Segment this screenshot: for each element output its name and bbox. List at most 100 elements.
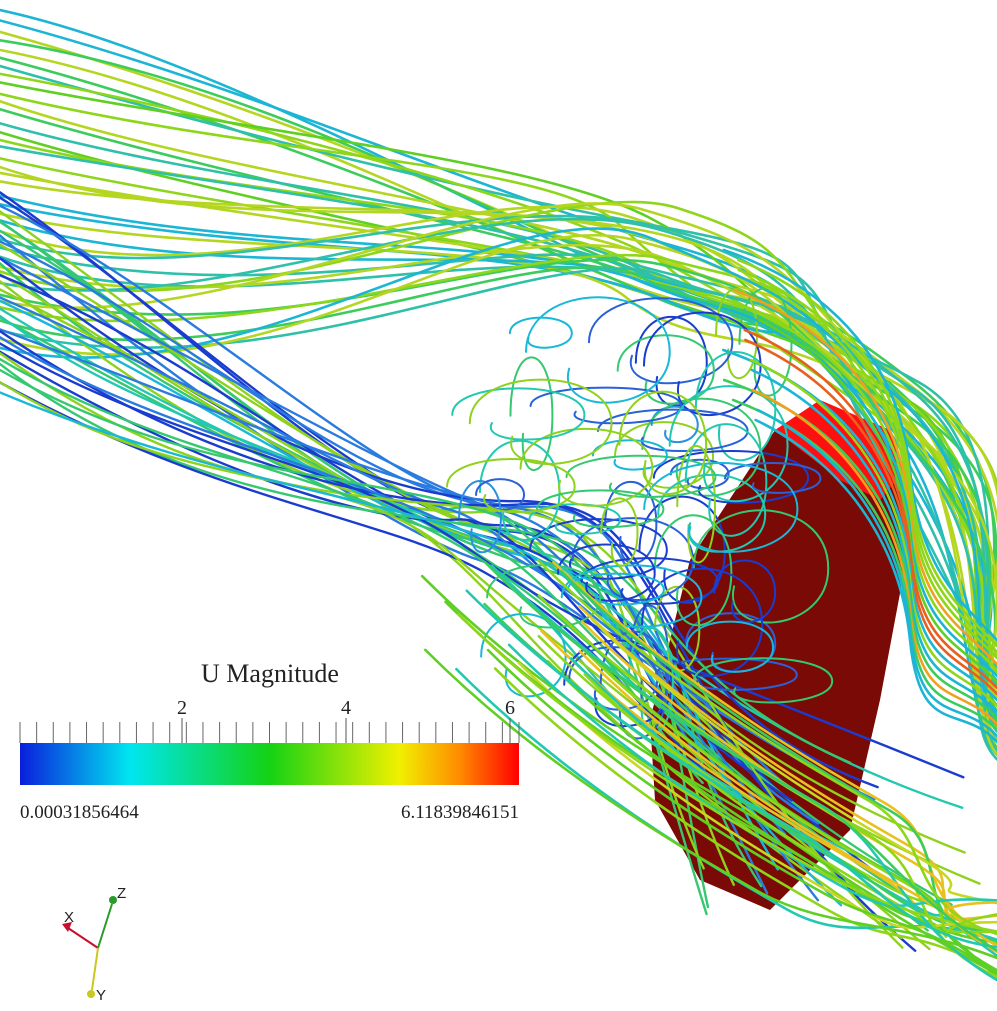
streamline bbox=[750, 278, 997, 660]
streamline bbox=[692, 657, 834, 704]
streamline bbox=[577, 643, 997, 934]
streamline bbox=[0, 362, 852, 765]
streamline bbox=[0, 381, 931, 951]
streamline bbox=[643, 462, 799, 553]
streamline bbox=[614, 421, 715, 489]
streamline bbox=[0, 316, 911, 900]
streamline bbox=[731, 398, 997, 732]
streamline bbox=[743, 328, 997, 690]
streamline bbox=[444, 600, 997, 976]
x-axis-line bbox=[67, 927, 99, 949]
streamline bbox=[465, 589, 997, 949]
streamline bbox=[0, 202, 997, 742]
scalar-bar-ticks bbox=[19, 718, 520, 765]
streamline bbox=[0, 234, 876, 801]
streamline bbox=[446, 458, 576, 514]
streamline bbox=[737, 268, 997, 654]
streamline bbox=[737, 258, 997, 648]
streamline bbox=[0, 272, 981, 885]
scalar-bar: U Magnitude 2 4 6 0.00031856464 6.118398… bbox=[19, 659, 520, 823]
streamline bbox=[732, 288, 997, 666]
scalar-bar-gradient bbox=[20, 743, 519, 785]
streamline bbox=[468, 378, 613, 465]
streamline bbox=[0, 180, 997, 694]
streamline bbox=[713, 559, 777, 624]
streamline bbox=[641, 567, 764, 678]
streamline bbox=[552, 560, 997, 946]
streamline bbox=[757, 318, 997, 684]
scalar-bar-tick-label-4: 4 bbox=[341, 697, 351, 719]
streamline bbox=[578, 650, 997, 915]
streamline bbox=[451, 387, 586, 441]
streamline bbox=[676, 445, 716, 564]
streamline bbox=[486, 648, 997, 975]
streamline bbox=[725, 298, 997, 672]
z-axis-label: Z bbox=[117, 885, 126, 902]
streamline bbox=[750, 368, 997, 714]
scalar-bar-max-label: 6.11839846151 bbox=[401, 802, 519, 823]
streamline bbox=[600, 497, 639, 567]
z-axis-cone bbox=[109, 896, 117, 904]
streamline bbox=[424, 648, 997, 960]
streamline bbox=[754, 418, 997, 744]
streamline bbox=[751, 388, 997, 726]
streamline bbox=[0, 203, 997, 727]
streamline bbox=[744, 338, 997, 696]
streamline bbox=[458, 479, 502, 554]
z-axis-line bbox=[97, 903, 113, 949]
streamline bbox=[565, 454, 717, 498]
streamline bbox=[722, 248, 997, 642]
streamline bbox=[604, 481, 658, 564]
streamline bbox=[692, 509, 830, 624]
scalar-bar-tick-label-2: 2 bbox=[177, 697, 187, 719]
streamline bbox=[668, 385, 789, 503]
streamline bbox=[618, 390, 708, 496]
streamline bbox=[756, 408, 997, 738]
streamline bbox=[507, 643, 997, 908]
streamline bbox=[749, 358, 997, 708]
y-axis-line bbox=[91, 947, 99, 991]
streamline bbox=[559, 570, 997, 933]
streamline bbox=[590, 618, 997, 905]
streamline bbox=[483, 560, 997, 952]
streamline bbox=[517, 661, 997, 929]
streamline bbox=[529, 386, 683, 425]
streamline bbox=[508, 316, 573, 349]
streamline bbox=[535, 489, 665, 529]
streamline bbox=[591, 439, 668, 471]
x-axis-label: X bbox=[64, 909, 74, 926]
streamline bbox=[0, 205, 997, 667]
streamline bbox=[493, 667, 997, 973]
y-axis-cone bbox=[87, 990, 95, 998]
streamline bbox=[580, 620, 997, 954]
streamline bbox=[536, 558, 997, 936]
streamline bbox=[528, 503, 622, 535]
scalar-bar-title: U Magnitude bbox=[201, 659, 339, 688]
streamline bbox=[657, 474, 767, 553]
streamline bbox=[0, 391, 843, 907]
streamline bbox=[0, 244, 997, 756]
streamline bbox=[587, 297, 734, 385]
streamline bbox=[0, 227, 997, 726]
streamline bbox=[616, 334, 715, 405]
streamline bbox=[685, 620, 775, 673]
streamline bbox=[738, 287, 793, 397]
streamline bbox=[525, 296, 671, 404]
orientation-axes[interactable]: X Z Y bbox=[62, 885, 126, 1004]
x-axis-cone bbox=[62, 922, 72, 932]
streamline bbox=[0, 267, 997, 743]
streamline bbox=[0, 342, 965, 779]
streamline bbox=[569, 657, 997, 958]
scalar-bar-tick-label-6: 6 bbox=[505, 697, 515, 719]
streamline bbox=[456, 612, 997, 933]
streamline bbox=[509, 356, 554, 472]
streamline bbox=[654, 657, 798, 691]
streamline bbox=[486, 564, 602, 629]
streamline bbox=[563, 639, 673, 728]
scalar-bar-min-label: 0.00031856464 bbox=[20, 802, 139, 823]
y-axis-label: Y bbox=[96, 987, 106, 1004]
streamline bbox=[578, 604, 997, 947]
streamline bbox=[653, 514, 733, 627]
streamline bbox=[519, 427, 654, 507]
